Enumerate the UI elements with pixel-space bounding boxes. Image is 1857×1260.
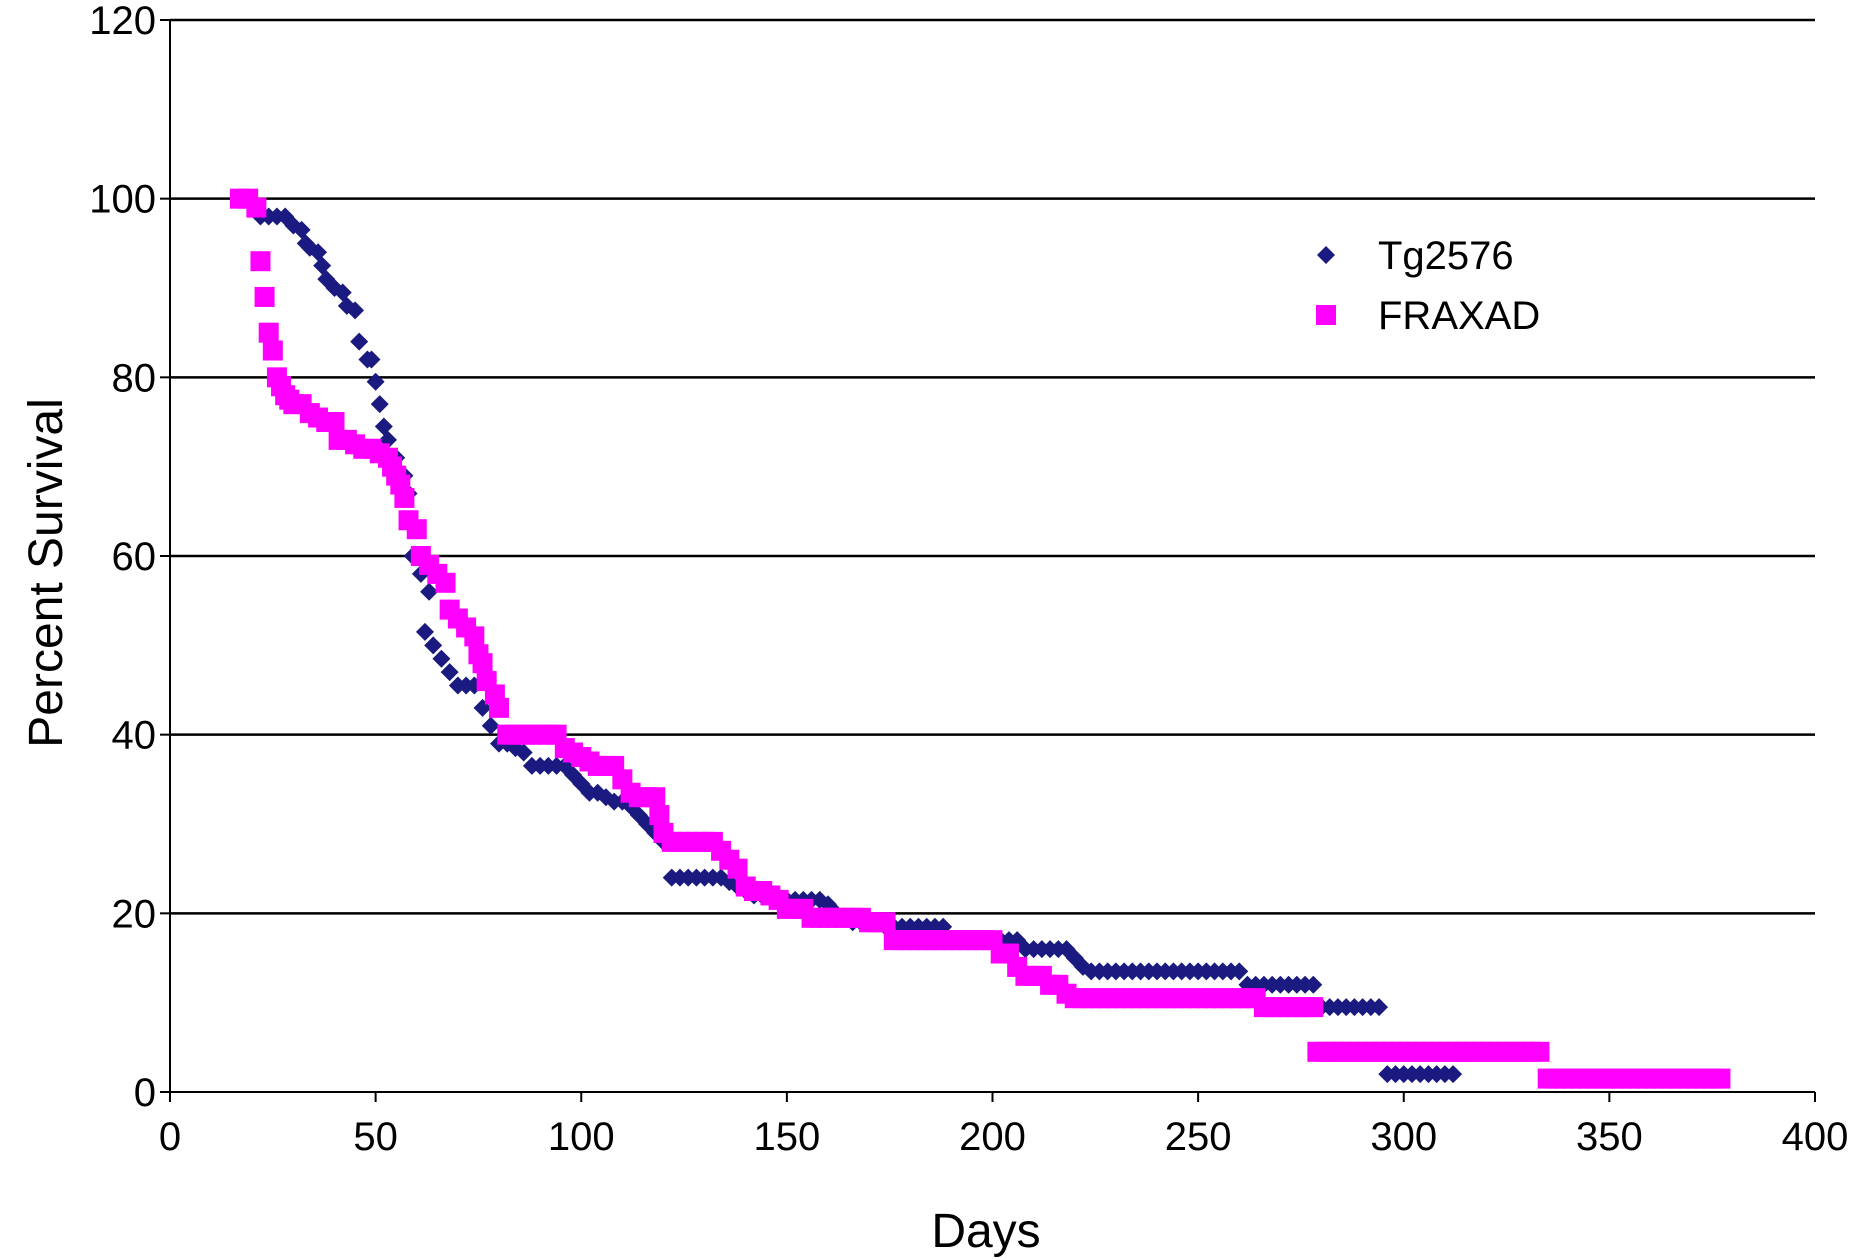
data-point-tg2576 bbox=[309, 243, 328, 262]
x-tick-label: 250 bbox=[1165, 1115, 1232, 1159]
data-point-tg2576 bbox=[514, 743, 533, 762]
data-point-tg2576 bbox=[313, 256, 332, 275]
data-point-tg2576 bbox=[420, 582, 439, 601]
data-point-fraxad bbox=[406, 519, 427, 540]
data-point-fraxad bbox=[649, 805, 670, 826]
x-tick-label: 300 bbox=[1370, 1115, 1437, 1159]
data-point-fraxad bbox=[875, 912, 896, 933]
data-point-tg2576 bbox=[1304, 975, 1323, 994]
y-tick-label: 60 bbox=[112, 535, 157, 579]
legend-label: Tg2576 bbox=[1378, 234, 1514, 278]
y-tick-label: 0 bbox=[134, 1071, 156, 1115]
data-point-tg2576 bbox=[292, 220, 311, 239]
data-point-tg2576 bbox=[366, 372, 385, 391]
data-point-tg2576 bbox=[1444, 1065, 1463, 1084]
data-point-tg2576 bbox=[333, 283, 352, 302]
data-point-fraxad bbox=[645, 787, 666, 808]
y-tick-label: 20 bbox=[112, 892, 157, 936]
gridlines bbox=[170, 18, 1815, 915]
data-point-fraxad bbox=[727, 858, 748, 879]
data-point-fraxad bbox=[489, 697, 509, 718]
data-point-fraxad bbox=[464, 626, 485, 647]
x-tick-label: 350 bbox=[1576, 1115, 1643, 1159]
axes bbox=[160, 19, 1816, 1102]
data-point-fraxad bbox=[254, 286, 275, 307]
data-point-tg2576 bbox=[481, 716, 500, 735]
data-point-fraxad bbox=[1303, 997, 1324, 1018]
legend-marker-fraxad bbox=[1316, 305, 1336, 325]
x-tick-label: 0 bbox=[159, 1115, 181, 1159]
x-axis-title: Days bbox=[931, 1205, 1040, 1258]
data-point-tg2576 bbox=[415, 622, 434, 641]
legend-marker-tg2576 bbox=[1317, 246, 1335, 264]
data-point-tg2576 bbox=[374, 417, 393, 436]
data-point-fraxad bbox=[250, 251, 271, 272]
x-tick-label: 50 bbox=[353, 1115, 398, 1159]
legend-item-fraxad: FRAXAD bbox=[1316, 294, 1540, 338]
data-point-tg2576 bbox=[432, 649, 451, 668]
x-tick-label: 400 bbox=[1782, 1115, 1849, 1159]
series-fraxad bbox=[229, 188, 1731, 1089]
data-point-fraxad bbox=[394, 487, 415, 508]
data-point-tg2576 bbox=[370, 395, 389, 414]
data-point-fraxad bbox=[246, 197, 267, 218]
data-point-tg2576 bbox=[350, 332, 369, 351]
legend-label: FRAXAD bbox=[1378, 294, 1540, 338]
tick-labels: 0 20 40 60 80 100 120 0 50 100 150 200 250 300 350 400 bbox=[89, 0, 1848, 1159]
data-point-tg2576 bbox=[1230, 962, 1249, 981]
data-point-fraxad bbox=[262, 340, 283, 361]
x-tick-label: 200 bbox=[959, 1115, 1026, 1159]
x-tick-label: 150 bbox=[754, 1115, 821, 1159]
data-point-fraxad bbox=[324, 412, 345, 432]
data-point-tg2576 bbox=[362, 350, 381, 369]
data-point-tg2576 bbox=[424, 636, 443, 655]
legend-item-tg2576: Tg2576 bbox=[1317, 234, 1514, 278]
data-series bbox=[229, 188, 1731, 1089]
legend: Tg2576 FRAXAD bbox=[1316, 234, 1540, 338]
y-tick-label: 120 bbox=[89, 0, 156, 43]
series-tg2576 bbox=[235, 189, 1463, 1084]
data-point-tg2576 bbox=[346, 301, 365, 320]
data-point-fraxad bbox=[435, 572, 456, 593]
x-tick-label: 100 bbox=[548, 1115, 615, 1159]
data-point-fraxad bbox=[1710, 1068, 1731, 1089]
data-point-tg2576 bbox=[1370, 998, 1389, 1017]
data-point-fraxad bbox=[258, 322, 279, 343]
data-point-fraxad bbox=[472, 653, 493, 674]
y-tick-label: 80 bbox=[112, 356, 157, 400]
y-tick-label: 40 bbox=[112, 714, 157, 758]
data-point-tg2576 bbox=[440, 663, 459, 682]
y-tick-label: 100 bbox=[89, 178, 156, 222]
data-point-fraxad bbox=[1529, 1041, 1550, 1062]
y-axis-title: Percent Survival bbox=[20, 398, 73, 747]
